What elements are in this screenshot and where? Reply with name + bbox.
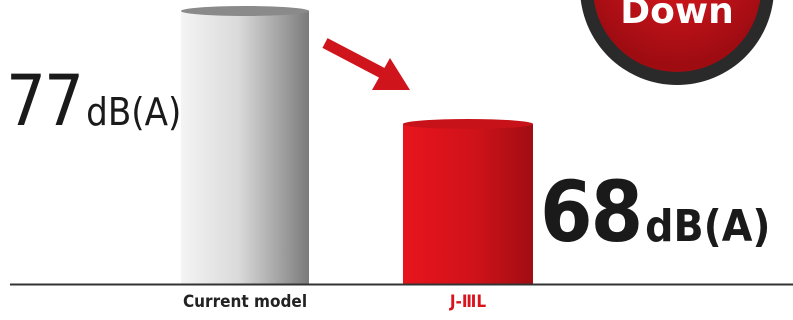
badge-disc xyxy=(593,0,761,72)
value-number: 77 xyxy=(6,60,84,142)
bar-j-iii-l xyxy=(403,119,533,284)
value-unit: dB(A) xyxy=(645,201,771,252)
value-label-j-iii-l: 68dB(A) xyxy=(540,170,771,254)
bar-current-model xyxy=(181,6,309,284)
value-label-current-model: 77 dB(A) xyxy=(6,66,181,136)
value-number: 68 xyxy=(540,163,643,261)
category-label-j-iii-l: J-ⅢL xyxy=(449,292,487,312)
bar-body xyxy=(181,11,309,284)
bar-top-cap xyxy=(403,119,533,129)
category-label-current-model: Current model xyxy=(182,292,308,312)
down-badge xyxy=(580,0,774,85)
value-unit: dB(A) xyxy=(86,90,182,134)
badge-text: Down xyxy=(620,0,734,32)
decrease-arrow xyxy=(322,38,410,90)
bar-top-cap xyxy=(181,6,309,16)
bar-body xyxy=(403,124,533,284)
